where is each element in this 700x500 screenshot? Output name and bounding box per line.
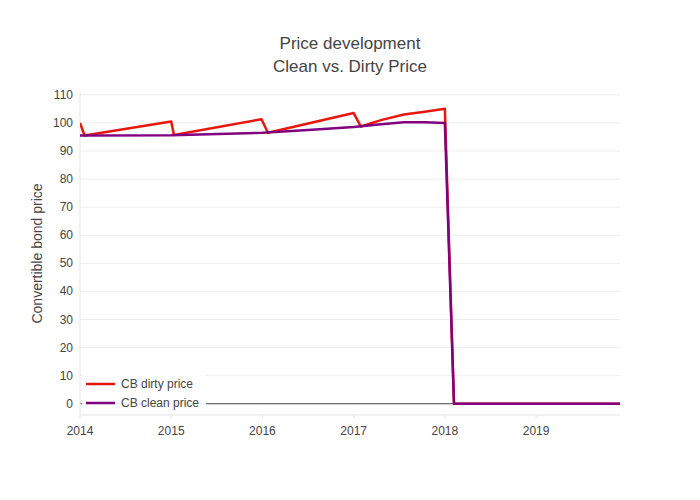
y-tick-label: 0: [66, 397, 73, 411]
x-tick-label: 2017: [340, 424, 367, 438]
series-line: [80, 122, 620, 403]
grid-line: [80, 319, 620, 320]
legend-label: CB dirty price: [121, 377, 193, 391]
series-line: [80, 109, 620, 404]
x-tick: [353, 415, 354, 418]
subtitle: Clean vs. Dirty Price: [273, 57, 427, 76]
x-tick-label: 2016: [249, 424, 276, 438]
y-tick-label: 60: [60, 228, 74, 242]
y-tick-label: 40: [60, 284, 74, 298]
grid-line: [80, 179, 620, 180]
y-axis-title: Convertible bond price: [29, 183, 45, 323]
title: Price development: [280, 34, 421, 53]
x-tick-label: 2019: [523, 424, 550, 438]
y-tick-label: 70: [60, 200, 74, 214]
x-tick: [80, 415, 81, 418]
grid-line: [80, 94, 620, 95]
plot-area: [80, 109, 620, 404]
x-tick: [171, 415, 172, 418]
y-tick-label: 100: [53, 116, 73, 130]
x-tick-label: 2015: [158, 424, 185, 438]
x-tick: [536, 415, 537, 418]
grid-line: [80, 263, 620, 264]
y-tick-label: 10: [60, 369, 74, 383]
y-tick-label: 110: [54, 88, 73, 102]
chart-container: 0 10 20 30 40 50 60 70 80 90 100 110 2014 2015 2016 201…: [0, 0, 700, 500]
grid-line: [80, 235, 620, 236]
grid-line: [80, 207, 620, 208]
y-tick-label: 30: [60, 313, 74, 327]
legend-label: CB clean price: [121, 396, 199, 410]
x-tick: [262, 415, 263, 418]
grid-line: [80, 347, 620, 348]
y-tick-label: 90: [60, 144, 74, 158]
background: [0, 0, 700, 500]
y-tick-label: 50: [60, 256, 74, 270]
y-axis-line: [80, 92, 81, 415]
x-tick-label: 2018: [432, 424, 459, 438]
x-axis-line: [80, 415, 620, 416]
grid-line: [80, 291, 620, 292]
y-tick-label: 20: [60, 341, 74, 355]
y-tick-label: 80: [60, 172, 74, 186]
x-tick-label: 2014: [67, 424, 94, 438]
legend: CB dirty price CB clean price: [82, 372, 206, 414]
legend-swatch: [86, 402, 115, 405]
legend-swatch: [86, 383, 115, 386]
grid-line: [80, 150, 620, 151]
chart-svg: 0 10 20 30 40 50 60 70 80 90 100 110 2014 2015 2016 201…: [0, 0, 700, 500]
x-tick: [444, 415, 445, 418]
legend-box: [82, 372, 206, 414]
